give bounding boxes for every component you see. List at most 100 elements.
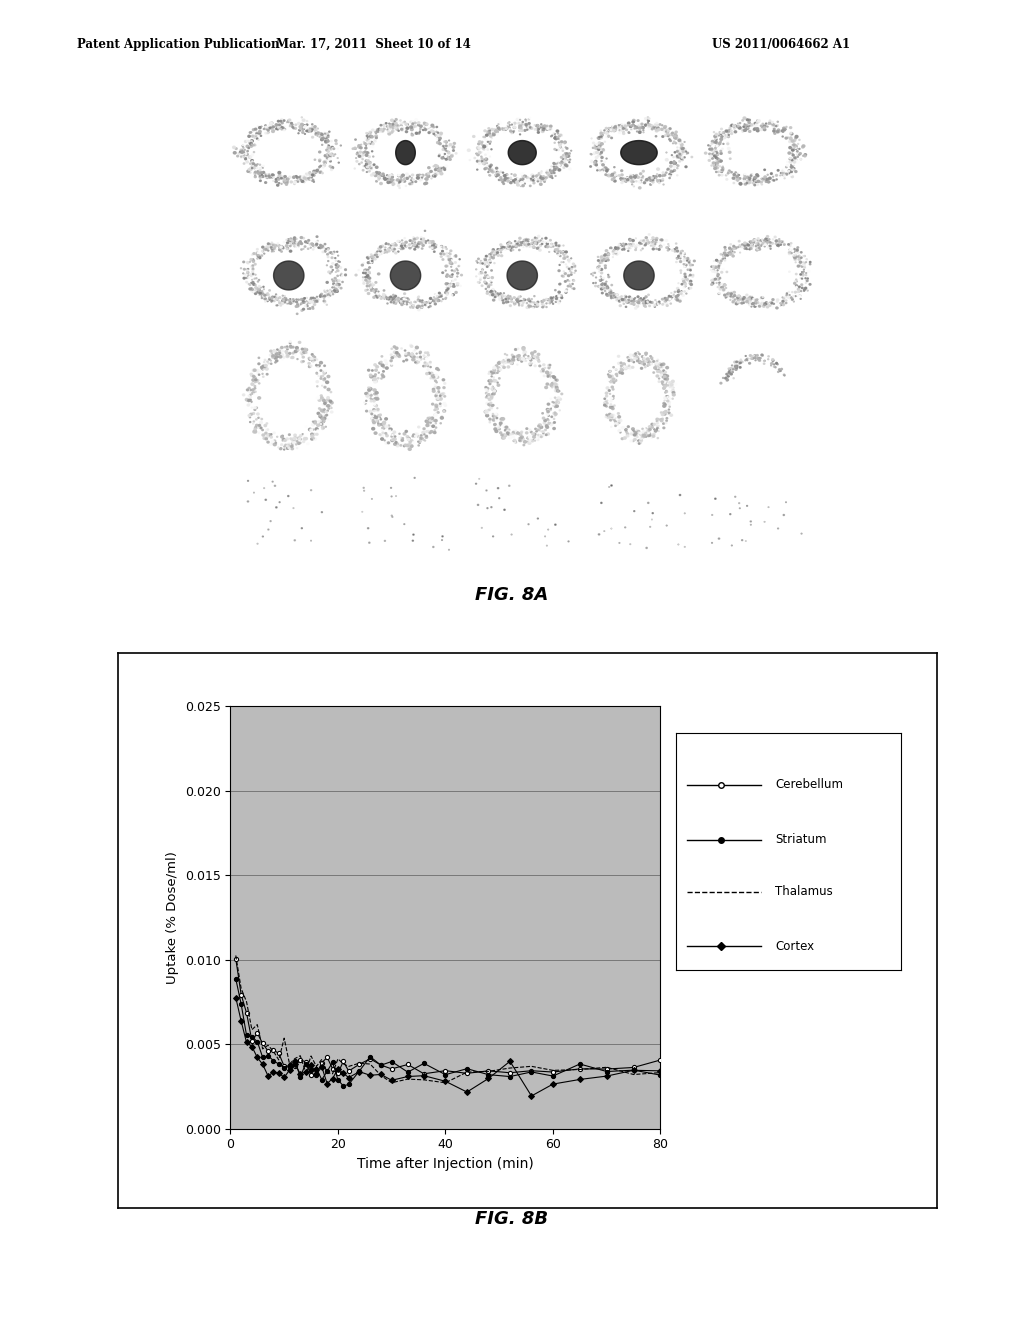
Circle shape <box>725 131 728 132</box>
Circle shape <box>373 400 375 401</box>
Circle shape <box>603 405 606 407</box>
Circle shape <box>393 297 395 298</box>
Circle shape <box>430 129 433 132</box>
Circle shape <box>293 242 295 243</box>
Circle shape <box>765 238 767 239</box>
Circle shape <box>794 282 796 284</box>
Circle shape <box>374 164 375 165</box>
Circle shape <box>496 131 499 133</box>
Circle shape <box>598 285 600 288</box>
Circle shape <box>748 298 750 300</box>
Circle shape <box>237 156 239 157</box>
Circle shape <box>412 133 414 136</box>
Circle shape <box>258 252 259 253</box>
Circle shape <box>441 416 442 417</box>
Circle shape <box>782 304 784 306</box>
Circle shape <box>538 425 540 426</box>
Circle shape <box>315 244 317 246</box>
Circle shape <box>601 260 603 261</box>
Circle shape <box>628 366 630 368</box>
Circle shape <box>617 363 621 364</box>
Circle shape <box>486 389 488 392</box>
Circle shape <box>705 152 707 154</box>
Circle shape <box>442 259 443 260</box>
Circle shape <box>762 297 764 298</box>
Circle shape <box>386 298 388 300</box>
Circle shape <box>484 129 486 132</box>
Cerebellum <box>284 1060 296 1076</box>
Circle shape <box>599 170 601 172</box>
Circle shape <box>436 300 438 302</box>
Circle shape <box>403 445 406 446</box>
Circle shape <box>450 158 452 160</box>
Circle shape <box>430 128 432 129</box>
Circle shape <box>645 352 647 355</box>
Circle shape <box>290 243 291 246</box>
Circle shape <box>743 181 745 182</box>
Circle shape <box>424 362 427 364</box>
Circle shape <box>336 290 338 292</box>
Circle shape <box>557 248 559 249</box>
Circle shape <box>386 363 387 364</box>
Circle shape <box>302 128 304 129</box>
Circle shape <box>637 301 639 302</box>
Circle shape <box>607 256 609 259</box>
Circle shape <box>514 178 516 181</box>
Circle shape <box>411 354 414 356</box>
Circle shape <box>367 140 369 141</box>
Circle shape <box>397 354 399 356</box>
Circle shape <box>432 300 434 302</box>
Circle shape <box>497 248 499 251</box>
Text: Striatum: Striatum <box>775 833 826 846</box>
Circle shape <box>372 289 374 290</box>
Circle shape <box>524 356 526 358</box>
Circle shape <box>450 144 452 145</box>
Circle shape <box>280 447 282 450</box>
Circle shape <box>435 367 438 370</box>
Circle shape <box>539 366 541 367</box>
Circle shape <box>734 131 736 133</box>
Circle shape <box>304 240 307 243</box>
Circle shape <box>321 421 323 422</box>
Circle shape <box>664 297 667 300</box>
Circle shape <box>626 430 628 432</box>
Circle shape <box>274 244 275 246</box>
Circle shape <box>723 252 726 253</box>
Circle shape <box>338 265 340 268</box>
Circle shape <box>428 424 430 426</box>
Circle shape <box>755 302 757 304</box>
Circle shape <box>621 362 622 364</box>
Circle shape <box>651 424 653 425</box>
Circle shape <box>603 264 605 267</box>
Circle shape <box>506 128 507 129</box>
Circle shape <box>769 177 771 180</box>
Circle shape <box>536 176 539 177</box>
Circle shape <box>663 413 666 416</box>
Circle shape <box>540 426 543 429</box>
Circle shape <box>407 352 410 355</box>
Circle shape <box>743 242 745 244</box>
Circle shape <box>388 125 390 127</box>
Circle shape <box>547 173 550 176</box>
Circle shape <box>633 298 635 300</box>
Circle shape <box>722 286 723 288</box>
Circle shape <box>434 387 437 388</box>
Circle shape <box>518 437 521 440</box>
Circle shape <box>538 240 540 242</box>
Circle shape <box>788 147 792 149</box>
Circle shape <box>281 302 283 305</box>
Circle shape <box>512 247 514 248</box>
Circle shape <box>667 400 669 401</box>
Circle shape <box>375 370 377 371</box>
Circle shape <box>622 300 624 301</box>
Circle shape <box>608 413 611 416</box>
Circle shape <box>378 173 380 174</box>
Circle shape <box>594 162 597 165</box>
Circle shape <box>318 370 322 372</box>
Circle shape <box>380 124 382 125</box>
Circle shape <box>266 246 268 248</box>
Circle shape <box>385 177 386 178</box>
Circle shape <box>757 129 759 132</box>
Circle shape <box>648 127 650 129</box>
Circle shape <box>295 124 297 125</box>
